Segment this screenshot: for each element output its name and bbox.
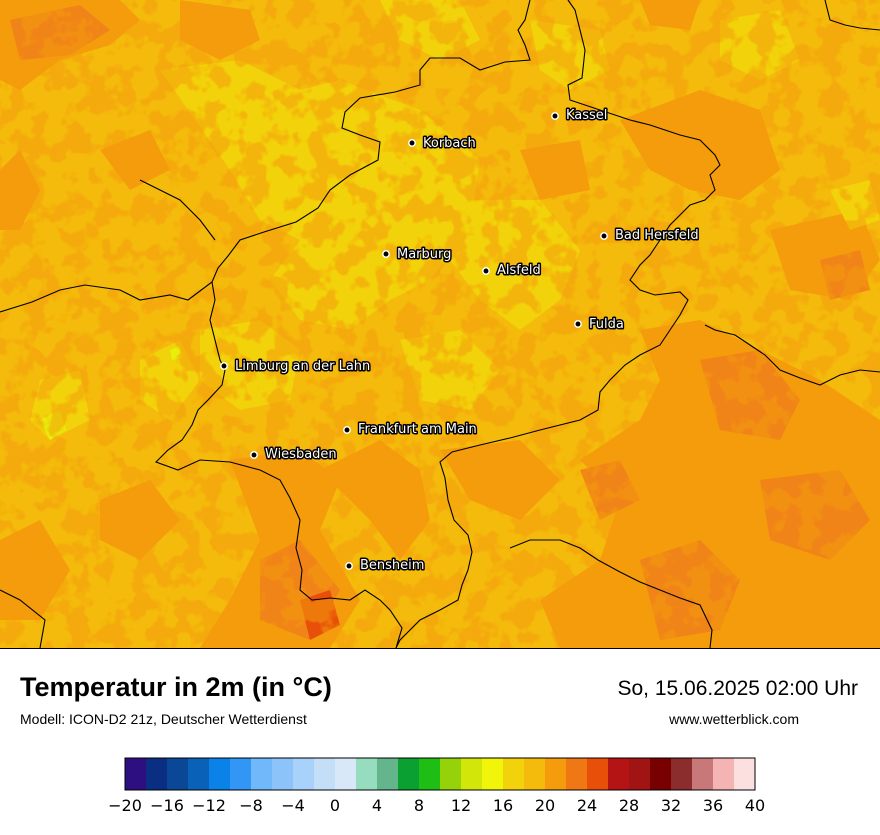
- model-info: Modell: ICON-D2 21z, Deutscher Wetterdie…: [20, 711, 307, 727]
- city-label: Kassel: [566, 108, 607, 123]
- legend-swatch: [356, 758, 378, 790]
- color-legend-bar: −20 −16 −12 −8 −4 0 4 8 12 16 20 24 28 32 36 40: [108, 757, 765, 815]
- city-marker-icon: [408, 139, 416, 147]
- legend-swatch: [272, 758, 294, 790]
- city-kassel: Kassel: [551, 107, 609, 125]
- borders: [0, 0, 880, 648]
- city-marker-icon: [482, 267, 490, 275]
- legend-swatch: [608, 758, 630, 790]
- legend-swatch: [629, 758, 651, 790]
- legend-tick-label: −16: [150, 796, 184, 815]
- website-link[interactable]: www.wetterblick.com: [669, 711, 799, 727]
- legend-swatch: [671, 758, 693, 790]
- city-fulda: Fulda: [574, 316, 625, 334]
- city-wiesbaden: Wiesbaden: [250, 446, 338, 464]
- legend-swatch: [692, 758, 714, 790]
- legend-tick-label: −12: [192, 796, 226, 815]
- city-limburg: Limburg an der Lahn: [220, 358, 372, 376]
- legend-swatch: [482, 758, 504, 790]
- legend-tick-label: −8: [239, 796, 263, 815]
- legend-frame: [124, 757, 756, 791]
- legend-tick-label: 28: [619, 796, 639, 815]
- city-label: Alsfeld: [497, 263, 541, 278]
- legend-swatch: [587, 758, 609, 790]
- city-frankfurt: Frankfurt am Main: [343, 421, 478, 439]
- city-marker-icon: [600, 232, 608, 240]
- city-label: Bensheim: [360, 558, 424, 573]
- legend-swatch: [335, 758, 357, 790]
- legend-swatch: [188, 758, 210, 790]
- legend-tick-label: 12: [451, 796, 471, 815]
- legend-swatch: [314, 758, 336, 790]
- city-label: Korbach: [423, 136, 476, 151]
- legend-tick-label: 16: [493, 796, 513, 815]
- city-marker-icon: [574, 320, 582, 328]
- legend-swatch: [713, 758, 735, 790]
- legend-tick-label: 32: [661, 796, 681, 815]
- legend-tick-label: −20: [108, 796, 142, 815]
- map-title: Temperatur in 2m (in °C): [20, 672, 332, 702]
- legend-tick-label: 8: [414, 796, 424, 815]
- city-korbach: Korbach: [408, 135, 477, 153]
- city-alsfeld: Alsfeld: [482, 262, 542, 280]
- city-bensheim: Bensheim: [345, 557, 426, 575]
- legend-swatch: [167, 758, 189, 790]
- legend-swatch: [503, 758, 525, 790]
- temperature-map-canvas: Kassel Korbach Bad Hersfeld Marburg Alsf…: [0, 0, 880, 648]
- legend-swatch: [146, 758, 168, 790]
- legend-swatch: [419, 758, 441, 790]
- color-legend: −20 −16 −12 −8 −4 0 4 8 12 16 20 24 28 32 36 40: [0, 750, 880, 830]
- city-label: Limburg an der Lahn: [235, 359, 370, 374]
- legend-swatch: [524, 758, 546, 790]
- legend-tick-label: 20: [535, 796, 555, 815]
- city-markers: Kassel Korbach Bad Hersfeld Marburg Alsf…: [220, 107, 700, 575]
- legend-swatch: [251, 758, 273, 790]
- legend-swatch: [209, 758, 231, 790]
- map-texture: [0, 0, 880, 648]
- city-label: Frankfurt am Main: [358, 422, 477, 437]
- legend-swatch: [398, 758, 420, 790]
- city-marker-icon: [250, 451, 258, 459]
- legend-swatch: [650, 758, 672, 790]
- legend-tick-label: 4: [372, 796, 382, 815]
- legend-swatch: [440, 758, 462, 790]
- city-marker-icon: [220, 362, 228, 370]
- city-marker-icon: [551, 112, 559, 120]
- legend-swatch: [125, 758, 147, 790]
- legend-tick-label: 36: [703, 796, 723, 815]
- legend-swatch: [377, 758, 399, 790]
- legend-tick-label: −4: [281, 796, 305, 815]
- legend-swatch: [293, 758, 315, 790]
- temperature-map: Kassel Korbach Bad Hersfeld Marburg Alsf…: [0, 0, 880, 649]
- city-label: Wiesbaden: [265, 447, 337, 462]
- legend-tick-label: 24: [577, 796, 597, 815]
- city-bad-hersfeld: Bad Hersfeld: [600, 227, 700, 245]
- legend-tick-label: 0: [330, 796, 340, 815]
- legend-swatch: [566, 758, 588, 790]
- city-label: Marburg: [397, 247, 451, 262]
- legend-swatch: [545, 758, 567, 790]
- city-marker-icon: [382, 250, 390, 258]
- city-marburg: Marburg: [382, 246, 453, 264]
- city-marker-icon: [343, 426, 351, 434]
- forecast-datetime: So, 15.06.2025 02:00 Uhr: [617, 677, 858, 700]
- legend-swatch: [461, 758, 483, 790]
- legend-swatch: [734, 758, 756, 790]
- city-label: Bad Hersfeld: [615, 228, 699, 243]
- city-marker-icon: [345, 562, 353, 570]
- city-label: Fulda: [589, 317, 624, 332]
- legend-swatch: [230, 758, 252, 790]
- legend-tick-label: 40: [745, 796, 765, 815]
